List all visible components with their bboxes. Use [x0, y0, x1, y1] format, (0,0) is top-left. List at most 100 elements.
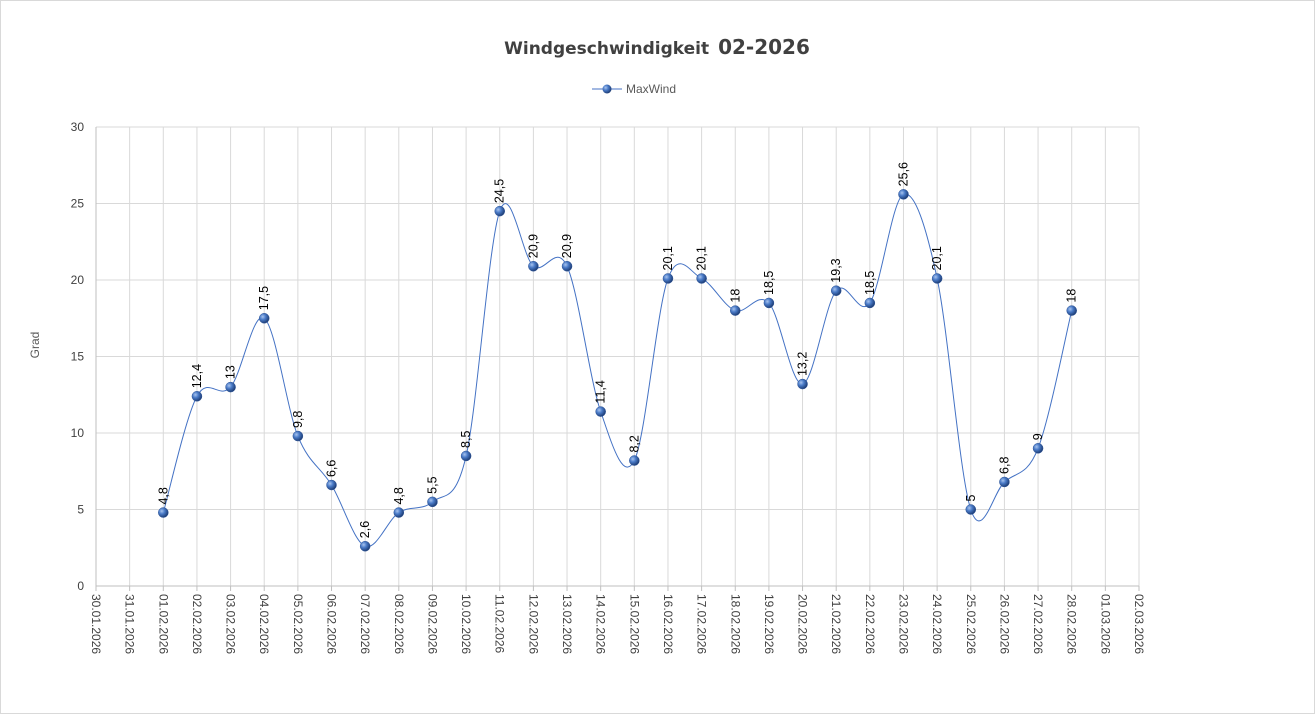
x-tick-label: 19.02.2026	[762, 594, 776, 654]
axes: 0 5 10 15 20 25 30 30.01.2026 31.01.2026 01.02.20…	[71, 120, 1146, 654]
x-tick-label: 25.02.2026	[964, 594, 978, 654]
data-point	[561, 260, 573, 272]
x-tick-label: 20.02.2026	[796, 594, 810, 654]
data-point	[629, 455, 640, 466]
data-label: 6,6	[325, 460, 339, 477]
x-tick-label: 06.02.2026	[325, 594, 339, 654]
data-point	[830, 285, 842, 296]
y-tick-label: 15	[71, 350, 85, 364]
y-tick-label: 20	[71, 273, 85, 287]
legend-marker	[602, 84, 612, 94]
x-tick-label: 31.01.2026	[123, 594, 137, 654]
data-labels-layer: 4,8 12,4 13 17,5 9,8 6,6 2,6 4,8 5,5 8,5 24,5 20,9 2…	[156, 162, 1078, 538]
data-point	[763, 297, 775, 309]
data-point	[898, 189, 909, 200]
data-label: 18	[1065, 289, 1079, 303]
data-label: 5	[964, 495, 978, 502]
x-tick-label: 02.02.2026	[190, 594, 204, 654]
x-tick-label: 04.02.2026	[257, 594, 271, 654]
data-point	[1066, 305, 1077, 316]
y-tick-label: 10	[71, 426, 85, 440]
data-label: 13	[224, 365, 238, 379]
data-label: 4,8	[156, 487, 170, 504]
grid	[96, 126, 1140, 586]
legend-label: MaxWind	[626, 82, 676, 96]
x-tick-label: 22.02.2026	[863, 594, 877, 654]
x-tick-label: 30.01.2026	[89, 594, 103, 654]
x-tick-label: 01.02.2026	[156, 594, 170, 654]
data-point	[460, 450, 472, 462]
x-tick-label: 18.02.2026	[728, 594, 742, 654]
data-label: 18	[728, 289, 742, 303]
x-tick-label: 27.02.2026	[1031, 594, 1045, 654]
data-label: 2,6	[358, 521, 372, 538]
data-point	[393, 507, 405, 518]
data-point	[931, 273, 943, 284]
chart-title: Windgeschwindigkeit 02-2026	[504, 35, 810, 59]
data-label: 11,4	[594, 380, 608, 403]
data-point	[427, 496, 438, 508]
data-point	[158, 507, 169, 518]
data-point	[191, 391, 203, 402]
data-label: 6,8	[997, 457, 1011, 474]
data-label: 24,5	[493, 179, 507, 203]
data-point	[326, 479, 337, 491]
x-tick-label: 14.02.2026	[594, 594, 608, 654]
data-label: 20,1	[930, 246, 944, 270]
x-tick-label: 11.02.2026	[493, 594, 507, 653]
data-label: 8,2	[627, 435, 641, 452]
y-tick-label: 30	[71, 120, 85, 134]
x-tick-label: 28.02.2026	[1065, 594, 1079, 654]
x-tick-label: 02.03.2026	[1132, 594, 1146, 654]
x-tick-label: 07.02.2026	[358, 594, 372, 654]
x-tick-label: 21.02.2026	[829, 594, 843, 654]
x-tick-label: 23.02.2026	[896, 594, 910, 654]
data-label: 20,9	[560, 234, 574, 258]
data-label: 20,1	[661, 246, 675, 270]
legend: MaxWind	[592, 82, 676, 96]
data-label: 8,5	[459, 431, 473, 448]
y-tick-label: 0	[77, 579, 84, 593]
x-tick-label: 13.02.2026	[560, 594, 574, 654]
x-tick-label: 16.02.2026	[661, 594, 675, 654]
data-point	[864, 297, 876, 309]
x-tick-label: 08.02.2026	[392, 594, 406, 654]
x-tick-label: 01.03.2026	[1098, 594, 1112, 654]
data-point	[965, 504, 977, 515]
data-point	[595, 406, 606, 417]
x-tick-label: 10.02.2026	[459, 594, 473, 654]
data-point	[225, 381, 236, 393]
x-tick-label: 15.02.2026	[627, 594, 641, 654]
data-point	[730, 305, 741, 316]
chart-title-main: Windgeschwindigkeit	[504, 39, 709, 59]
x-tick-label: 12.02.2026	[526, 594, 540, 654]
data-point	[999, 476, 1010, 488]
data-label: 4,8	[392, 487, 406, 504]
chart-title-period: 02-2026	[718, 35, 810, 59]
x-tick-label: 03.02.2026	[224, 594, 238, 654]
data-point	[528, 260, 539, 272]
data-label: 19,3	[829, 258, 843, 282]
x-tick-label: 24.02.2026	[930, 594, 944, 654]
data-label: 17,5	[257, 286, 271, 310]
data-label: 20,1	[695, 246, 709, 270]
data-point	[797, 378, 808, 390]
x-tick-label: 09.02.2026	[425, 594, 439, 654]
data-label: 9,8	[291, 411, 305, 428]
data-label: 12,4	[190, 364, 204, 388]
data-point	[1032, 443, 1044, 454]
x-tick-label: 17.02.2026	[695, 594, 709, 654]
data-point	[696, 273, 707, 284]
y-tick-label: 25	[71, 197, 85, 211]
markers-layer	[158, 189, 1077, 552]
data-point	[494, 205, 505, 217]
data-label: 20,9	[526, 234, 540, 258]
data-label: 5,5	[425, 476, 439, 493]
data-point	[292, 430, 304, 442]
data-label: 18,5	[863, 271, 877, 295]
data-point	[258, 313, 270, 324]
data-point	[359, 540, 371, 552]
data-label: 18,5	[762, 271, 776, 295]
